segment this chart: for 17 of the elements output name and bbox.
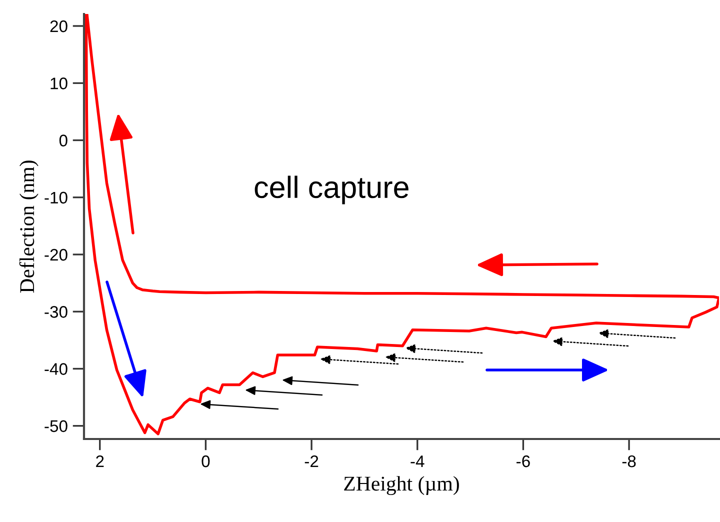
y-tick-label: -40: [44, 363, 68, 375]
y-tick-label: -50: [44, 420, 68, 432]
x-tick-label: -2: [304, 455, 318, 468]
y-tick-label: 0: [59, 134, 68, 146]
x-tick-label: -4: [410, 456, 424, 468]
y-tick-label: -10: [44, 192, 68, 204]
x-tick-label: 0: [202, 455, 210, 468]
x-tick-label: -6: [516, 455, 530, 468]
y-tick-label: -20: [44, 248, 68, 261]
annotation: cell capture: [254, 176, 408, 204]
y-tick-label: 20: [50, 20, 68, 32]
y-tick-label: -30: [44, 306, 68, 318]
x-tick-label: -8: [622, 455, 636, 468]
y-tick-label: 10: [50, 78, 68, 90]
x-axis-title: ZHeight (µm): [344, 476, 459, 496]
y-axis-title: Deflection (nm): [19, 160, 38, 293]
x-tick-label: 2: [96, 455, 104, 468]
